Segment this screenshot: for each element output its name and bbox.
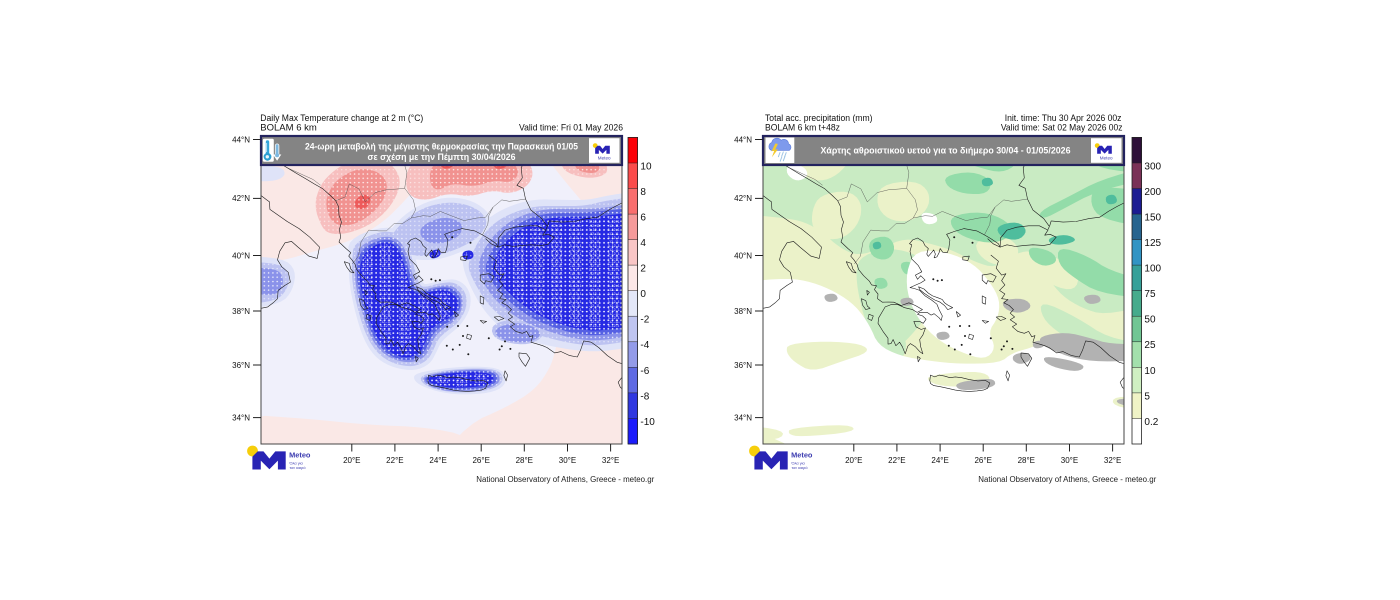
svg-text:Init. time: Thu 30 Apr 2026 00: Init. time: Thu 30 Apr 2026 00z [1005, 113, 1122, 123]
svg-text:24°E: 24°E [429, 456, 446, 465]
svg-text:10: 10 [1144, 366, 1156, 377]
svg-text:42°N: 42°N [232, 194, 250, 203]
svg-text:-8: -8 [640, 391, 649, 402]
svg-text:28°E: 28°E [1018, 456, 1035, 465]
svg-text:25: 25 [1144, 340, 1156, 351]
svg-text:150: 150 [1144, 213, 1161, 224]
svg-text:50: 50 [1144, 315, 1156, 326]
svg-text:τον καιρό: τον καιρό [290, 465, 306, 470]
svg-text:38°N: 38°N [734, 307, 752, 316]
svg-text:36°N: 36°N [232, 361, 250, 370]
svg-text:28°E: 28°E [516, 456, 533, 465]
svg-text:40°N: 40°N [232, 251, 250, 260]
svg-text:Meteo: Meteo [598, 155, 611, 160]
svg-text:Total acc. precipitation (mm): Total acc. precipitation (mm) [765, 113, 873, 123]
svg-text:-4: -4 [640, 340, 649, 351]
svg-text:Χάρτης αθροιστικού υετού για τ: Χάρτης αθροιστικού υετού για το διήμερο … [821, 145, 1071, 156]
svg-text:4: 4 [640, 238, 646, 249]
svg-text:10: 10 [640, 161, 652, 172]
svg-text:34°N: 34°N [232, 413, 250, 422]
svg-text:Meteo: Meteo [289, 450, 311, 459]
svg-text:26°E: 26°E [974, 456, 991, 465]
svg-text:26°E: 26°E [472, 456, 489, 465]
svg-text:National Observatory of Athens: National Observatory of Athens, Greece -… [978, 475, 1156, 484]
svg-text:32°E: 32°E [1104, 456, 1121, 465]
svg-text:32°E: 32°E [602, 456, 619, 465]
svg-text:0: 0 [640, 289, 646, 300]
svg-text:30°E: 30°E [1061, 456, 1078, 465]
svg-text:24°E: 24°E [931, 456, 948, 465]
svg-text:200: 200 [1144, 187, 1161, 198]
svg-text:125: 125 [1144, 238, 1161, 249]
svg-text:34°N: 34°N [734, 413, 752, 422]
svg-text:8: 8 [640, 187, 646, 198]
svg-text:36°N: 36°N [734, 361, 752, 370]
svg-text:300: 300 [1144, 161, 1161, 172]
svg-text:100: 100 [1144, 264, 1161, 275]
svg-text:0.2: 0.2 [1144, 417, 1158, 428]
svg-text:Valid time: Fri 01 May 2026: Valid time: Fri 01 May 2026 [519, 123, 623, 133]
svg-text:5: 5 [1144, 391, 1150, 402]
svg-text:44°N: 44°N [734, 135, 752, 144]
svg-text:22°E: 22°E [888, 456, 905, 465]
svg-text:-6: -6 [640, 366, 649, 377]
svg-text:-10: -10 [640, 417, 655, 428]
svg-text:σε σχέση με την Πέμπτη 30/04/2: σε σχέση με την Πέμπτη 30/04/2026 [368, 151, 516, 162]
svg-text:40°N: 40°N [734, 251, 752, 260]
svg-text:20°E: 20°E [343, 456, 360, 465]
svg-text:22°E: 22°E [386, 456, 403, 465]
svg-text:38°N: 38°N [232, 307, 250, 316]
svg-text:BOLAM 6 km t+48z: BOLAM 6 km t+48z [765, 123, 840, 133]
svg-text:30°E: 30°E [559, 456, 576, 465]
svg-text:-2: -2 [640, 315, 649, 326]
svg-text:20°E: 20°E [845, 456, 862, 465]
svg-text:75: 75 [1144, 289, 1156, 300]
svg-text:2: 2 [640, 264, 646, 275]
svg-text:National Observatory of Athens: National Observatory of Athens, Greece -… [476, 475, 654, 484]
svg-text:Meteo: Meteo [791, 450, 813, 459]
svg-text:24-ωρη μεταβολή της μέγιστης θ: 24-ωρη μεταβολή της μέγιστης θερμοκρασία… [305, 141, 578, 152]
svg-text:BOLAM 6 km: BOLAM 6 km [260, 123, 317, 133]
svg-text:42°N: 42°N [734, 194, 752, 203]
svg-text:Όλα για: Όλα για [791, 461, 806, 466]
svg-text:6: 6 [640, 213, 646, 224]
svg-text:Όλα για: Όλα για [289, 461, 304, 466]
svg-text:τον καιρό: τον καιρό [792, 465, 808, 470]
svg-text:44°N: 44°N [232, 135, 250, 144]
svg-text:Valid time: Sat 02 May 2026 00: Valid time: Sat 02 May 2026 00z [1001, 123, 1123, 133]
svg-text:Meteo: Meteo [1100, 155, 1113, 160]
svg-text:Daily Max Temperature change a: Daily Max Temperature change at 2 m (°C) [260, 113, 423, 123]
